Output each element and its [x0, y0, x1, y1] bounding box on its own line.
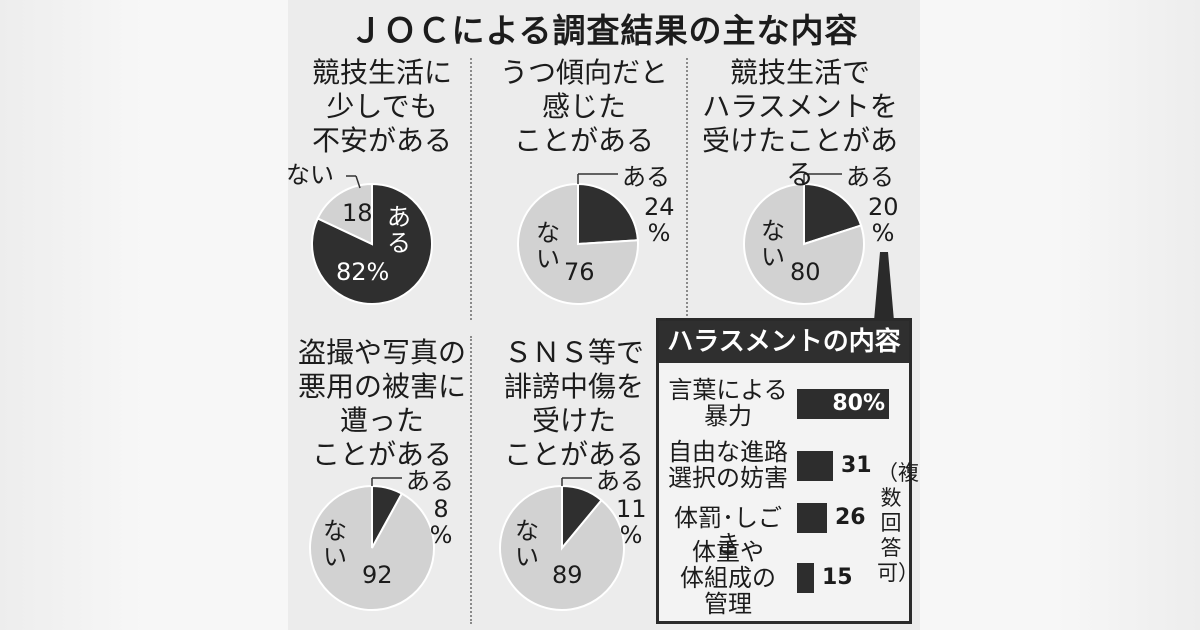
bar-value-label: 26 [835, 505, 866, 530]
bar-corporal-punishment [797, 503, 827, 533]
harassment-content-panel: ハラスメントの内容 言葉による 暴力 80% 自由な進路 選択の妨害 31 体罰… [656, 318, 919, 624]
pie-2-yes-value: 24 [644, 193, 675, 221]
pie-5-no-value: 89 [552, 561, 583, 589]
pie-4-yes-label: ある [406, 467, 454, 495]
bar-category-label: 自由な進路 選択の妨害 [668, 438, 788, 492]
pie-2-question: うつ傾向だと 感じた ことがある [499, 56, 668, 157]
pie-4-question: 盗撮や写真の 悪用の被害に 遭った ことがある [297, 336, 466, 471]
pie-2-no-value: 76 [564, 258, 595, 286]
harassment-content-title: ハラスメントの内容 [659, 321, 909, 363]
pie-1-yes-value: 82% [336, 258, 390, 286]
pie-5-slice-no [499, 484, 625, 611]
pie-3-no-value: 80 [790, 258, 821, 286]
column-separator [470, 58, 472, 320]
pie-1-question: 競技生活に 少しでも 不安がある [311, 56, 452, 157]
pie-4-no-value: 92 [362, 561, 393, 589]
pie-3-yes-value: 20 [868, 193, 899, 221]
pie-1-no-value: 18 [342, 199, 373, 227]
bar-category-label: 体重や 体組成の 管理 [680, 538, 776, 618]
bar-weight-management [797, 563, 814, 593]
pie-5-yes-value: 11 [616, 495, 647, 523]
pie-5-yes-label: ある [596, 467, 644, 495]
pie-3-slice-yes [803, 182, 863, 246]
bar-category-label: 体罰･しごき [674, 504, 782, 558]
pie-2-slice-yes [577, 182, 639, 246]
chart-canvas [309, 173, 894, 611]
pie-1-no-label: ない [286, 161, 334, 189]
pie-4-yes-value: 8 [433, 495, 449, 523]
multiple-answers-note: （複数回答可） [877, 461, 919, 585]
pie-2-yes-label: ある [622, 163, 670, 191]
pie-1-yes-label: ある [387, 203, 411, 257]
pie-3-slice-no [743, 182, 865, 305]
column-separator [470, 336, 472, 624]
pie-3-pct-sign: % [871, 219, 895, 247]
pie-4-slice-no [309, 484, 435, 611]
bar-value-label: 80% [832, 391, 885, 416]
pie-2-no-label: ない [536, 219, 560, 273]
bar-value-label: 31 [841, 453, 872, 478]
pie-4-no-label: ない [323, 517, 347, 571]
bar-verbal-abuse [797, 389, 889, 419]
pie-3-no-label: ない [761, 217, 785, 271]
pie-1-leader-line [355, 175, 361, 189]
pie-5-question: ＳＮＳ等で 誹謗中傷を 受けた ことがある [503, 336, 644, 471]
bar-category-label: 言葉による 暴力 [668, 376, 788, 430]
pie-1-slice-yes [311, 182, 433, 305]
pie-4-pct-sign: % [429, 521, 453, 549]
pie-1-slice-no [316, 182, 373, 246]
bar-career-obstruction [797, 451, 833, 481]
pie-2-pct-sign: % [647, 219, 671, 247]
pie-5-no-label: ない [515, 517, 539, 571]
pie-3-question: 競技生活で ハラスメントを 受けたことがある [701, 56, 898, 191]
pie-2-slice-no [517, 182, 639, 305]
bar-value-label: 15 [822, 565, 853, 590]
column-separator [686, 58, 688, 320]
pie-3-yes-label: ある [846, 163, 894, 191]
page-title: ＪＯＣによる調査結果の主な内容 [349, 11, 859, 50]
infographic: ＪＯＣによる調査結果の主な内容 競技生活に 少しでも 不安がある ない ある 1… [286, 0, 920, 630]
callout-pointer [874, 252, 894, 321]
pie-5-pct-sign: % [619, 521, 643, 549]
